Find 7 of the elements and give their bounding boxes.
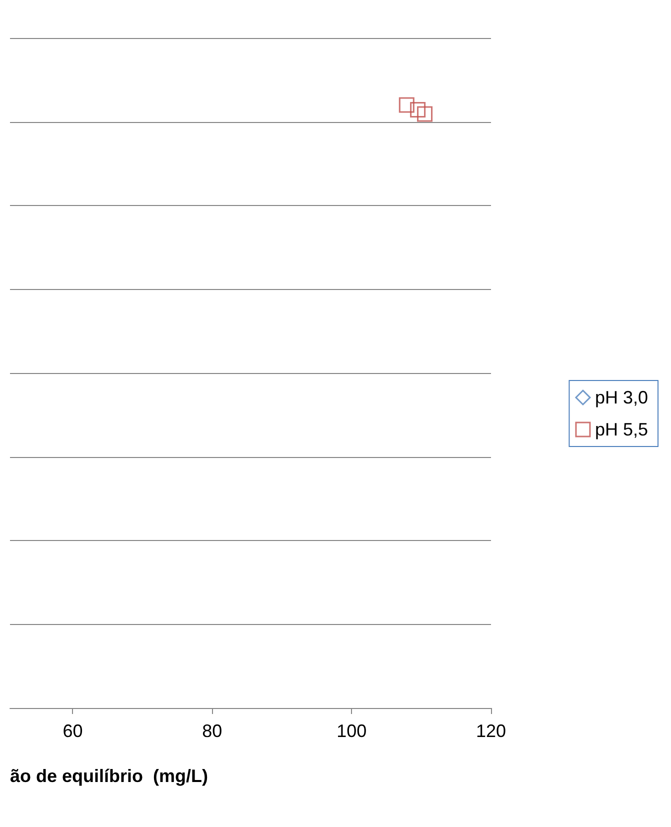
x-tick-label: 100: [336, 721, 367, 741]
legend-label: pH 5,5: [594, 420, 648, 440]
x-axis-title: ão de equilíbrio (mg/L): [10, 766, 208, 786]
x-tick-label: 60: [62, 721, 83, 741]
x-tick-label: 80: [202, 721, 222, 741]
x-tick-label: 120: [476, 721, 506, 741]
legend-label: pH 3,0: [594, 388, 648, 408]
